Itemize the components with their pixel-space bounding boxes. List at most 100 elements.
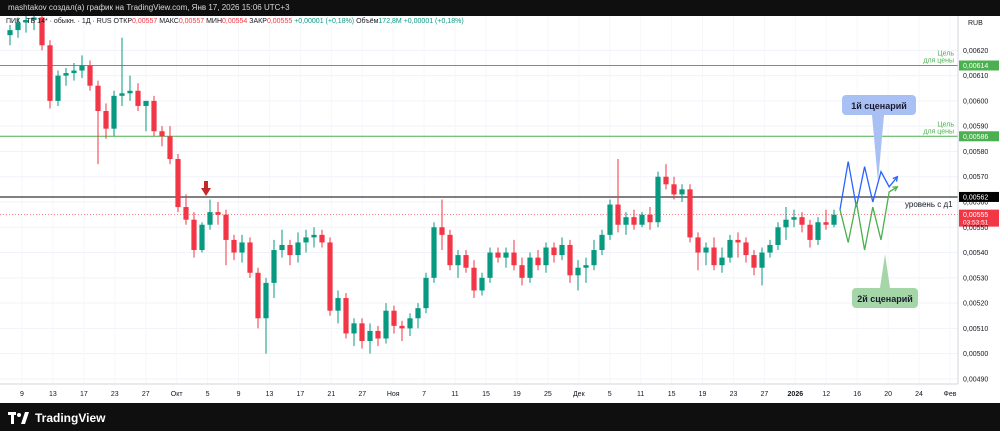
time-tick-label: Дек (573, 391, 586, 398)
candle-body (503, 252, 509, 258)
time-tick-label: 27 (761, 391, 769, 398)
candle-body (343, 298, 349, 334)
time-tick-label: 21 (327, 391, 335, 398)
candle-body (63, 73, 69, 76)
candle-body (223, 214, 229, 240)
candle-body (463, 255, 469, 268)
level-price-tag (959, 191, 999, 202)
candle-body (775, 227, 781, 245)
current-price-tag (959, 209, 999, 227)
candle-body (591, 250, 597, 266)
candle-body (807, 224, 813, 240)
time-tick-label: 7 (422, 391, 426, 398)
candle-body (831, 214, 837, 225)
candle-body (367, 330, 373, 342)
time-tick-label: 27 (358, 391, 366, 398)
time-tick-label: 27 (142, 391, 150, 398)
time-tick-label: Ноя (387, 391, 400, 398)
candle-body (143, 100, 149, 106)
scenario-2-path (839, 186, 898, 251)
chart-area[interactable]: 0,00614 Цель для цены 0,00586 Цель для цены 0,… (0, 16, 1000, 403)
candle-body (23, 20, 29, 23)
scenario-arrowhead (892, 186, 899, 192)
candle-body (735, 239, 741, 243)
level-price-tag-text: 0,00586 (963, 134, 988, 141)
time-tick-label: 25 (544, 391, 552, 398)
candle-body (799, 217, 805, 225)
price-tick-label: 0,00620 (963, 48, 988, 55)
candle-body (119, 93, 125, 96)
open-value: 0,00557 (132, 18, 158, 25)
candle-body (303, 237, 309, 243)
candle-body (599, 234, 605, 251)
candle-body (423, 277, 429, 309)
price-tick-label: 0,00610 (963, 73, 988, 80)
candle-body (239, 242, 245, 253)
candle-body (191, 219, 197, 251)
candle-body (535, 257, 541, 266)
candle-body (383, 310, 389, 339)
scenario-2-callout-pointer (880, 254, 890, 288)
currency-label: RUB (968, 20, 983, 27)
candle-body (127, 90, 133, 94)
candle-body (695, 237, 701, 253)
change-value: +0,00001 (+0,18%) (294, 18, 355, 25)
candle-body (207, 212, 213, 225)
candle-body (703, 247, 709, 253)
price-tick-label: 0,00530 (963, 275, 988, 282)
candle-body (711, 247, 717, 266)
target-label-bottom: для цены (923, 128, 954, 135)
tradingview-logo[interactable]: TradingView (8, 410, 105, 426)
time-tick-label: 13 (49, 391, 57, 398)
tradingview-logo-icon (8, 412, 29, 424)
candle-body (655, 176, 661, 223)
time-tick-label: 16 (853, 391, 861, 398)
countdown-text: 03:53:51 (963, 220, 989, 227)
scenario-2-label: 2й сценарий (857, 294, 913, 304)
candle-body (767, 244, 773, 253)
symbol-label[interactable]: ПИК · ТБ 14* · обыкн. · 1Д · RUS (6, 18, 112, 25)
candle-body (87, 65, 93, 86)
candle-body (79, 65, 85, 71)
candle-body (391, 310, 397, 326)
candle-body (351, 323, 357, 334)
scenario-1-callout (842, 95, 916, 115)
candle-body (455, 255, 461, 266)
time-tick-label: 15 (482, 391, 490, 398)
candle-body (559, 244, 565, 256)
time-tick-label: 19 (513, 391, 521, 398)
time-tick-label: 17 (297, 391, 305, 398)
time-tick-label: 17 (80, 391, 88, 398)
level-price-tag (959, 60, 999, 71)
time-tick-label: 20 (884, 391, 892, 398)
price-tick-label: 0,00550 (963, 225, 988, 232)
candle-body (47, 45, 53, 101)
candle-body (271, 250, 277, 283)
candle-body (575, 267, 581, 276)
time-tick-label: 24 (915, 391, 923, 398)
target-label-top: Цель (937, 51, 954, 58)
candle-body (39, 17, 45, 46)
scenario-1-path (839, 161, 898, 210)
candle-body (663, 176, 669, 185)
candle-body (327, 242, 333, 311)
price-tick-label: 0,00560 (963, 200, 988, 207)
candle-body (175, 159, 181, 208)
candle-body (439, 227, 445, 235)
candle-body (415, 308, 421, 319)
candle-body (359, 323, 365, 342)
candle-body (759, 252, 765, 268)
target-label-bottom: для цены (923, 58, 954, 65)
candle-body (247, 242, 253, 273)
ohlc-legend: ПИК · ТБ 14* · обыкн. · 1Д · RUS ОТКР0,0… (6, 18, 464, 25)
volume-value: 172,8M (378, 18, 402, 25)
time-axis: 9 13 17 23 27 Окт 5 9 13 17 21 27 Ноя 7 11 15 19 25 Дек 5 11… (0, 383, 958, 398)
candle-body (823, 222, 829, 225)
candle-body (15, 22, 21, 31)
candle-body (215, 212, 221, 215)
open-label: ОТКР (113, 18, 132, 25)
candle-body (615, 204, 621, 225)
